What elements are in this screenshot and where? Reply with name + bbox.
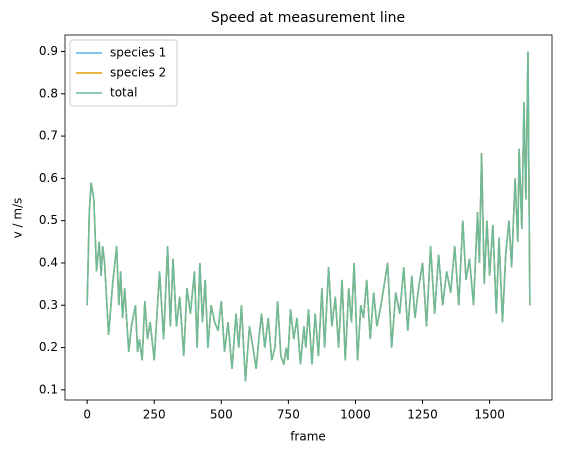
x-tick-label: 250 <box>143 408 166 422</box>
legend-label: species 1 <box>110 46 166 60</box>
legend-label: total <box>110 86 137 100</box>
legend-box <box>69 39 178 107</box>
x-tick-label: 1500 <box>474 408 505 422</box>
series-line <box>86 51 531 382</box>
y-tick-label: 0.9 <box>39 44 58 58</box>
y-tick-label: 0.3 <box>39 298 58 312</box>
y-axis-label: v / m/s <box>11 198 25 239</box>
y-tick-label: 0.7 <box>39 129 58 143</box>
y-tick-label: 0.4 <box>39 255 58 269</box>
y-tick-label: 0.2 <box>39 340 58 354</box>
x-tick-label: 1000 <box>340 408 371 422</box>
y-tick-label: 0.1 <box>39 382 58 396</box>
x-tick-label: 0 <box>83 408 91 422</box>
y-tick-label: 0.5 <box>39 213 58 227</box>
x-tick-label: 1250 <box>407 408 438 422</box>
x-tick-label: 500 <box>210 408 233 422</box>
legend-label: species 2 <box>110 66 166 80</box>
plot-frame <box>64 34 553 401</box>
x-axis-label: frame <box>290 430 326 444</box>
x-tick-label: 750 <box>277 408 300 422</box>
y-tick-label: 0.6 <box>39 171 58 185</box>
y-tick-label: 0.8 <box>39 86 58 100</box>
chart-title: Speed at measurement line <box>211 10 405 26</box>
